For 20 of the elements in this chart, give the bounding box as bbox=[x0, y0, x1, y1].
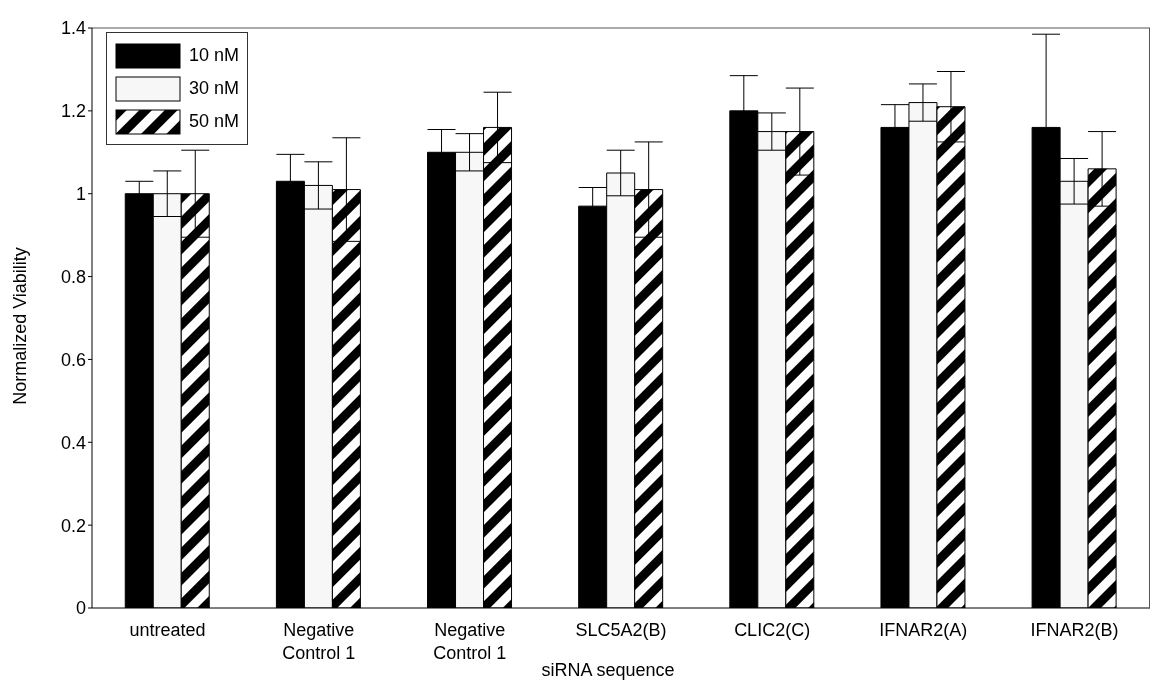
y-tick-label: 0.6 bbox=[60, 349, 86, 370]
y-tick-label: 0.2 bbox=[60, 515, 86, 536]
legend-label: 10 nM bbox=[189, 45, 240, 66]
y-tick-label: 1.2 bbox=[60, 101, 86, 122]
x-tick-label: Negative Control 1 bbox=[433, 620, 507, 663]
y-tick-label: 1 bbox=[75, 184, 86, 205]
y-tick-label: 0.8 bbox=[60, 266, 86, 287]
x-tick-label: IFNAR2(B) bbox=[1030, 620, 1119, 640]
x-tick-label: IFNAR2(A) bbox=[879, 620, 968, 640]
y-tick-label: 0 bbox=[75, 598, 86, 619]
x-tick-label: CLIC2(C) bbox=[734, 620, 811, 640]
y-tick-label: 1.4 bbox=[60, 18, 86, 39]
legend-label: 30 nM bbox=[189, 78, 240, 99]
x-axis-title: siRNA sequence bbox=[541, 660, 675, 680]
legend-label: 50 nM bbox=[189, 111, 240, 132]
x-tick-label: Negative Control 1 bbox=[282, 620, 356, 663]
y-tick-label: 0.4 bbox=[60, 432, 86, 453]
x-tick-label: untreated bbox=[129, 620, 206, 640]
y-axis-title: Normalized Viability bbox=[10, 247, 30, 405]
x-tick-label: SLC5A2(B) bbox=[575, 620, 667, 640]
